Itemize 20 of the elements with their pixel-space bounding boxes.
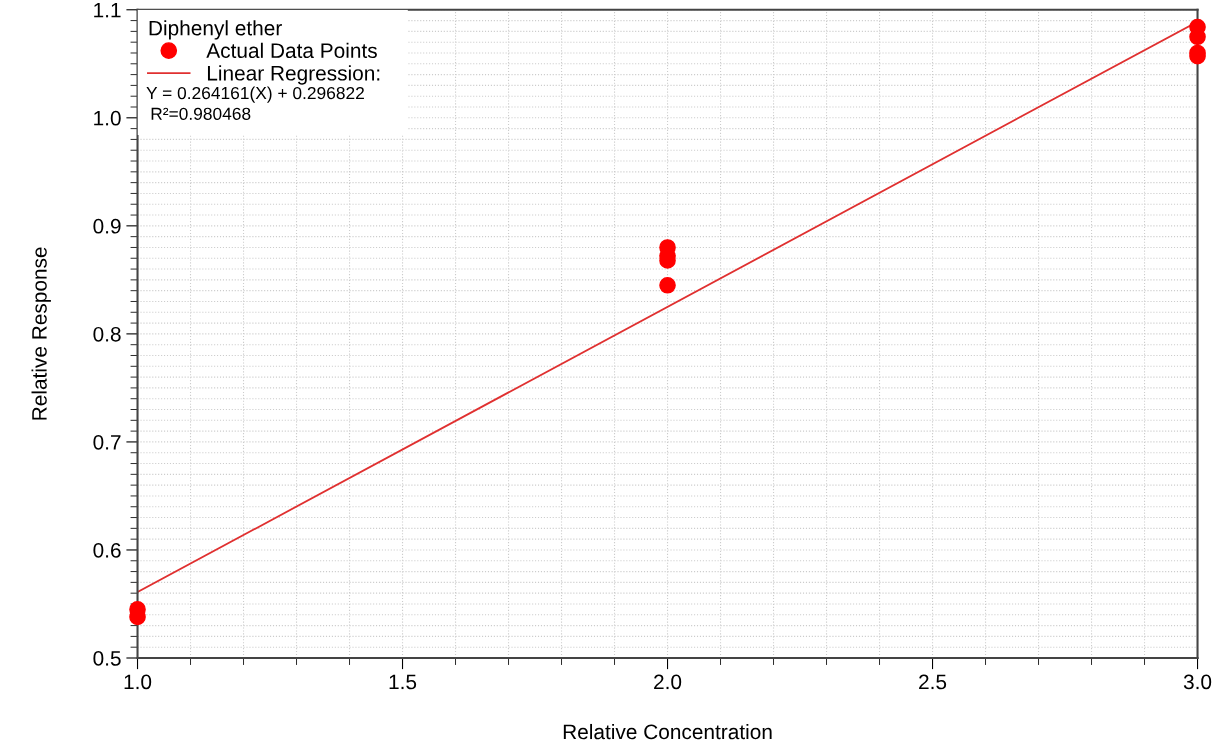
x-tick-label: 1.5 [389,674,417,690]
x-axis-title: Relative Concentration [563,723,772,740]
x-tick-label: 1.0 [124,674,152,690]
legend-label: Linear Regression: [207,65,380,85]
legend-label: Actual Data Points [206,42,377,59]
point [659,276,676,294]
annotation: Y = 0.264161(X) + 0.296822 [146,86,364,103]
x-tick-label: 2.0 [654,674,682,690]
legend-title: Diphenyl ether [149,20,282,40]
y-tick-label: 1.0 [94,110,121,126]
x-tick-label: 2.5 [919,674,947,690]
y-tick-label: 0.9 [93,218,121,234]
y-tick-label: 0.6 [93,542,121,558]
annotation: R²=0.980468 [151,107,251,120]
y-tick-label: 0.7 [93,434,121,450]
y-tick-label: 1.1 [94,2,121,18]
y-axis-title: Relative Response [31,247,51,420]
y-tick-label: 0.8 [93,326,121,342]
y-tick-label: 0.5 [93,651,121,666]
x-tick-label: 3.0 [1183,674,1212,690]
